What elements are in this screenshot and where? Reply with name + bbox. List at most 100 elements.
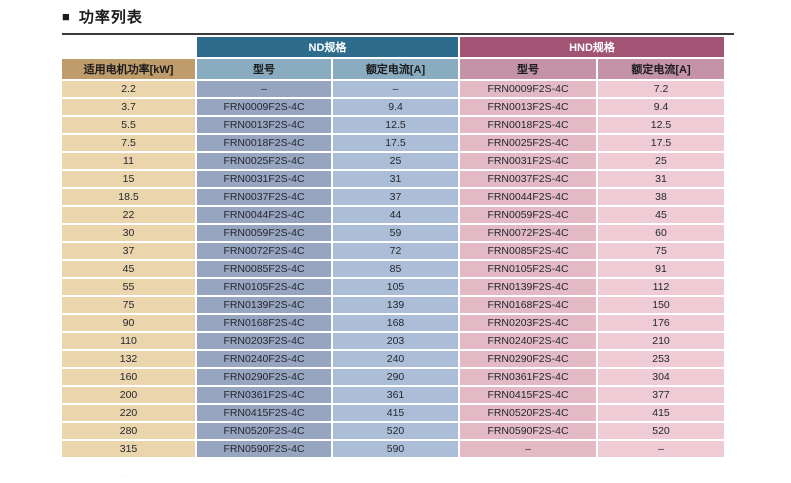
cell-nd-model: – <box>197 81 331 97</box>
cell-nd-model: FRN0105F2S-4C <box>197 279 331 295</box>
cell-nd-model: FRN0031F2S-4C <box>197 171 331 187</box>
table-row: 90 FRN0168F2S-4C 168 FRN0203F2S-4C 176 <box>62 315 724 331</box>
section-title: 功率列表 <box>78 9 143 26</box>
table-row: 18.5 FRN0037F2S-4C 37 FRN0044F2S-4C 38 <box>62 189 724 205</box>
cell-nd-model: FRN0059F2S-4C <box>197 225 331 241</box>
cell-nd-model: FRN0009F2S-4C <box>197 99 331 115</box>
cell-hnd-model: FRN0009F2S-4C <box>460 81 596 97</box>
cell-hnd-model: FRN0203F2S-4C <box>460 315 596 331</box>
section-title-line: ■ 功率列表 <box>62 6 734 27</box>
table-row: 315 FRN0590F2S-4C 590– – <box>62 441 724 457</box>
cell-nd-current: 520 <box>333 423 458 439</box>
cell-nd-current: 37 <box>333 189 458 205</box>
cell-hnd-model: FRN0072F2S-4C <box>460 225 596 241</box>
cell-nd-current: 85 <box>333 261 458 277</box>
cell-nd-current: 25 <box>333 153 458 169</box>
cell-hnd-model: FRN0031F2S-4C <box>460 153 596 169</box>
cell-hnd-current: 60 <box>598 225 724 241</box>
cell-power: 2.2 <box>62 81 195 97</box>
cell-nd-model: FRN0590F2S-4C <box>197 441 331 457</box>
cell-nd-model: FRN0085F2S-4C <box>197 261 331 277</box>
cell-power: 315 <box>62 441 195 457</box>
cell-hnd-current: 377 <box>598 387 724 403</box>
cell-hnd-current: 9.4 <box>598 99 724 115</box>
table-row: 30 FRN0059F2S-4C 59 FRN0072F2S-4C 60 <box>62 225 724 241</box>
table-row: 2.2– – FRN0009F2S-4C 7.2 <box>62 81 724 97</box>
group-header-row: ND规格 HND规格 <box>62 37 724 57</box>
cell-nd-current: 105 <box>333 279 458 295</box>
cell-hnd-current: 210 <box>598 333 724 349</box>
hnd-model-header: 型号 <box>460 59 596 79</box>
cell-hnd-current: 520 <box>598 423 724 439</box>
table-row: 15 FRN0031F2S-4C 31 FRN0037F2S-4C 31 <box>62 171 724 187</box>
cell-power: 5.5 <box>62 117 195 133</box>
cell-hnd-model: FRN0240F2S-4C <box>460 333 596 349</box>
cell-hnd-current: 31 <box>598 171 724 187</box>
cell-power: 90 <box>62 315 195 331</box>
table-row: 5.5 FRN0013F2S-4C 12.5 FRN0018F2S-4C 12.5 <box>62 117 724 133</box>
cell-power: 3.7 <box>62 99 195 115</box>
table-body: 2.2– – FRN0009F2S-4C 7.2 3.7 FRN0009F2S-4C 9.4… <box>62 81 724 457</box>
page-bottom-artifact: ··· <box>116 473 129 480</box>
cell-hnd-current: – <box>598 441 724 457</box>
blank-header-cell <box>62 37 195 57</box>
table-row: 45 FRN0085F2S-4C 85 FRN0105F2S-4C 91 <box>62 261 724 277</box>
table-row: 37 FRN0072F2S-4C 72 FRN0085F2S-4C 75 <box>62 243 724 259</box>
cell-nd-model: FRN0290F2S-4C <box>197 369 331 385</box>
cell-power: 200 <box>62 387 195 403</box>
table-row: 75 FRN0139F2S-4C 139 FRN0168F2S-4C 150 <box>62 297 724 313</box>
cell-nd-current: 240 <box>333 351 458 367</box>
cell-nd-model: FRN0025F2S-4C <box>197 153 331 169</box>
cell-nd-current: 139 <box>333 297 458 313</box>
section-marker-icon: ■ <box>62 9 71 24</box>
cell-hnd-current: 304 <box>598 369 724 385</box>
section-header: ■ 功率列表 <box>62 6 734 35</box>
cell-hnd-current: 38 <box>598 189 724 205</box>
table-row: 55 FRN0105F2S-4C 105 FRN0139F2S-4C 112 <box>62 279 724 295</box>
nd-current-header: 额定电流[A] <box>333 59 458 79</box>
table-row: 200 FRN0361F2S-4C 361 FRN0415F2S-4C 377 <box>62 387 724 403</box>
cell-power: 75 <box>62 297 195 313</box>
cell-hnd-current: 253 <box>598 351 724 367</box>
cell-nd-model: FRN0240F2S-4C <box>197 351 331 367</box>
cell-hnd-model: FRN0085F2S-4C <box>460 243 596 259</box>
cell-hnd-model: FRN0037F2S-4C <box>460 171 596 187</box>
cell-hnd-model: FRN0520F2S-4C <box>460 405 596 421</box>
cell-nd-model: FRN0415F2S-4C <box>197 405 331 421</box>
cell-power: 37 <box>62 243 195 259</box>
cell-nd-current: 361 <box>333 387 458 403</box>
cell-hnd-current: 25 <box>598 153 724 169</box>
cell-hnd-model: FRN0044F2S-4C <box>460 189 596 205</box>
cell-hnd-model: FRN0105F2S-4C <box>460 261 596 277</box>
cell-power: 110 <box>62 333 195 349</box>
cell-hnd-current: 150 <box>598 297 724 313</box>
title-underline <box>62 33 734 35</box>
cell-power: 132 <box>62 351 195 367</box>
cell-hnd-model: FRN0590F2S-4C <box>460 423 596 439</box>
cell-hnd-model: FRN0290F2S-4C <box>460 351 596 367</box>
cell-power: 30 <box>62 225 195 241</box>
cell-nd-current: 59 <box>333 225 458 241</box>
hnd-current-header: 额定电流[A] <box>598 59 724 79</box>
table-row: 132 FRN0240F2S-4C 240 FRN0290F2S-4C 253 <box>62 351 724 367</box>
cell-hnd-model: FRN0025F2S-4C <box>460 135 596 151</box>
cell-hnd-model: FRN0361F2S-4C <box>460 369 596 385</box>
cell-hnd-model: FRN0013F2S-4C <box>460 99 596 115</box>
table-row: 110 FRN0203F2S-4C 203 FRN0240F2S-4C 210 <box>62 333 724 349</box>
cell-hnd-model: FRN0415F2S-4C <box>460 387 596 403</box>
cell-hnd-current: 7.2 <box>598 81 724 97</box>
cell-nd-current: 9.4 <box>333 99 458 115</box>
cell-nd-model: FRN0072F2S-4C <box>197 243 331 259</box>
cell-nd-model: FRN0168F2S-4C <box>197 315 331 331</box>
column-header-row: 适用电机功率[kW] 型号 额定电流[A] 型号 额定电流[A] <box>62 59 724 79</box>
table-row: 3.7 FRN0009F2S-4C 9.4 FRN0013F2S-4C 9.4 <box>62 99 724 115</box>
cell-power: 45 <box>62 261 195 277</box>
cell-hnd-current: 45 <box>598 207 724 223</box>
cell-nd-current: 203 <box>333 333 458 349</box>
cell-nd-model: FRN0037F2S-4C <box>197 189 331 205</box>
table-row: 22 FRN0044F2S-4C 44 FRN0059F2S-4C 45 <box>62 207 724 223</box>
cell-hnd-current: 91 <box>598 261 724 277</box>
cell-nd-current: 31 <box>333 171 458 187</box>
cell-power: 7.5 <box>62 135 195 151</box>
